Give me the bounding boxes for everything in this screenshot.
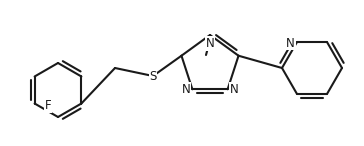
Text: N: N: [230, 83, 238, 96]
Text: N: N: [206, 37, 214, 50]
Text: F: F: [45, 99, 51, 112]
Text: N: N: [286, 36, 295, 49]
Text: N: N: [182, 83, 190, 96]
Text: S: S: [149, 69, 157, 82]
